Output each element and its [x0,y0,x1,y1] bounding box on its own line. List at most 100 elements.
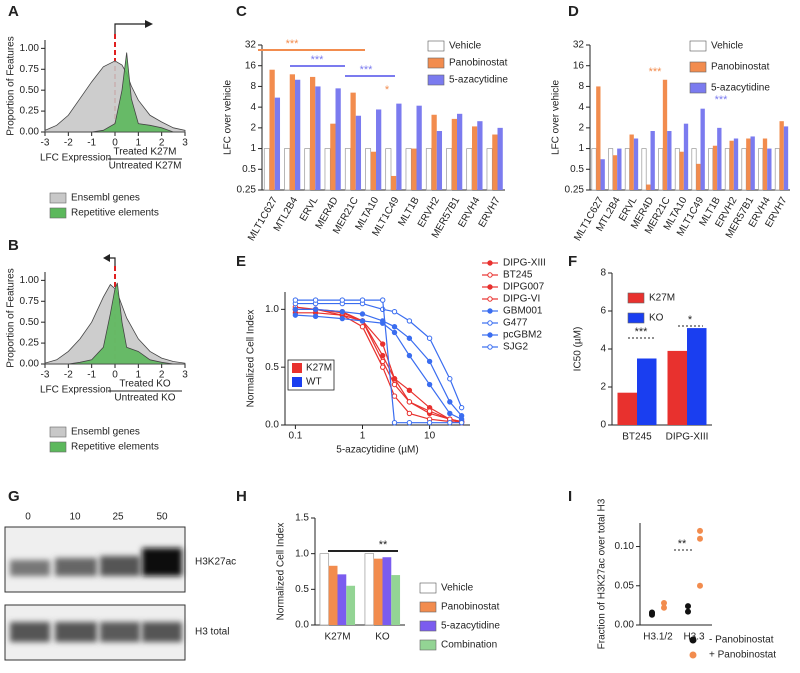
band [10,622,50,642]
row-label: H3 total [195,627,229,638]
significance: *** [635,326,649,338]
legend-label: Repetitive elements [71,442,159,453]
legend-swatch [419,639,437,651]
bar [600,159,605,190]
bar [337,574,347,625]
y-axis-label: Proportion of Features [6,268,17,368]
data-point [312,313,319,319]
legend-label: DIPG-VI [503,294,540,305]
x-label-numerator: Treated KO [119,379,171,390]
data-point [458,404,465,411]
bar [774,148,780,191]
bar [436,131,443,190]
y-tick-label: 0.5 [570,164,584,175]
data-point [406,410,413,417]
legend-swatch [689,82,707,94]
data-point [359,297,366,303]
x-tick-label: -2 [64,370,73,381]
x-tick-label: 2 [159,138,165,149]
legend-label: Vehicle [441,583,474,594]
y-tick-label: 2 [250,122,256,133]
arrow-head [145,20,153,28]
bar [319,553,330,626]
panel-letter: D [568,3,579,20]
x-axis-label: LFC Expression [40,385,111,396]
data-point [406,352,413,359]
data-point [391,329,398,336]
bar [758,148,764,191]
data-point [458,419,465,426]
x-tick-label: MLT1C627 [246,195,280,243]
legend-swatch [689,40,707,52]
data-point [426,358,433,365]
data-point [359,311,366,317]
bar [729,140,734,190]
y-tick-label: 0.5 [295,584,309,595]
data-point [391,308,398,315]
bar [446,148,453,191]
bar [471,126,478,190]
y-tick-label: 8 [600,268,606,279]
legend-label: K27M [649,293,675,304]
dose-label: 0 [25,512,31,523]
bar [364,553,375,626]
y-tick-label: 1.00 [20,43,40,54]
legend-label: - Panobinostat [709,635,774,646]
bar [712,145,718,190]
x-label-numerator: Treated K27M [114,147,177,158]
data-point [391,376,398,382]
density-area [45,282,185,365]
bar [646,184,651,190]
bar [629,134,634,190]
legend-label: 5-azacytidine [441,621,500,632]
band [142,622,182,642]
bar [365,148,372,191]
data-point [426,381,433,388]
bar [396,103,402,190]
legend-label: Ensembl genes [71,427,140,438]
data-point [391,381,398,388]
legend-swatch [292,363,302,373]
y-tick-label: 0.0 [295,620,309,631]
density-area [44,60,186,133]
bar [683,123,689,190]
y-tick-label: 0.75 [20,64,40,75]
y-tick-label: 0.25 [20,338,40,349]
y-tick-label: 0.05 [615,580,635,591]
band [100,556,140,576]
y-tick-label: 0.50 [20,85,40,96]
bar [355,115,362,190]
legend-swatch [689,61,707,73]
bar [344,148,351,191]
bar [650,131,655,190]
y-tick-label: 0.25 [237,185,257,196]
bar [608,148,614,191]
legend-label: K27M [306,363,332,374]
bar [741,148,747,191]
dose-curve [295,314,462,420]
data-point [406,399,413,405]
legend-swatch [427,57,445,69]
legend-marker [689,636,697,644]
bar [674,148,680,191]
legend-swatch [627,312,645,324]
band [100,622,140,642]
y-tick-label: 4 [250,102,256,113]
y-tick-label: 0.5 [242,164,256,175]
row-label: H3K27ac [195,557,236,568]
bar [492,134,498,190]
legend-marker [487,344,493,350]
legend-swatch [49,207,67,219]
x-tick-label: DIPG-XIII [666,432,709,443]
data-point [447,419,453,426]
x-tick-label: 2 [159,370,165,381]
y-tick-label: 1.00 [20,275,40,286]
y-tick-label: 1.0 [295,548,309,559]
legend-label: Combination [441,640,497,651]
y-axis-label: Fraction of H3K27ac over total H3 [597,498,608,649]
data-point [292,312,299,318]
bar [658,148,664,191]
legend-label: KO [649,313,664,324]
x-tick-label: BT245 [622,432,652,443]
